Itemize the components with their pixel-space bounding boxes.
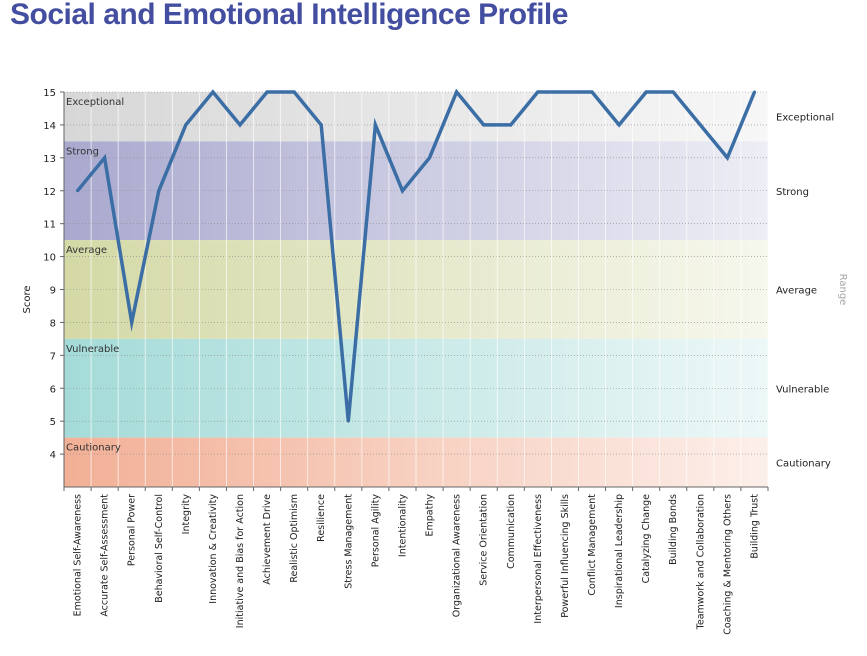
- y-tick-label: 12: [43, 187, 56, 198]
- x-tick-label: Empathy: [425, 494, 436, 537]
- y-tick-label: 10: [43, 253, 56, 264]
- y-axis-label: Score: [22, 285, 33, 313]
- data-point: [373, 123, 377, 127]
- band-labels-right: Exceptional Strong Average Vulnerable Cautio…: [776, 113, 834, 470]
- data-point: [400, 189, 404, 193]
- data-point: [130, 320, 134, 324]
- data-point: [509, 123, 513, 127]
- x-tick-label: Coaching & Mentoring Others: [722, 494, 733, 635]
- data-point: [184, 123, 188, 127]
- x-tick-label: Behavioral Self-Control: [154, 494, 165, 603]
- data-point: [536, 90, 540, 94]
- band-label-inside: Vulnerable: [66, 344, 119, 355]
- data-point: [428, 156, 432, 160]
- y-tick-label: 6: [50, 384, 56, 395]
- data-point: [319, 123, 323, 127]
- x-tick-label: Powerful Influencing Skills: [560, 494, 571, 618]
- data-point: [455, 90, 459, 94]
- data-point: [157, 189, 161, 193]
- band-label-inside: Average: [66, 245, 107, 256]
- band-label-inside: Cautionary: [66, 443, 121, 454]
- y-tick-label: 7: [50, 351, 56, 362]
- data-point: [238, 123, 242, 127]
- series-line: [76, 88, 757, 422]
- data-point: [265, 90, 269, 94]
- x-tick-label: Organizational Awareness: [452, 494, 463, 617]
- band-label-inside: Strong: [66, 146, 99, 157]
- band-label-right: Cautionary: [776, 458, 831, 469]
- x-tick-label: Achievement Drive: [262, 494, 273, 585]
- data-point: [590, 90, 594, 94]
- x-tick-label: Integrity: [181, 494, 192, 535]
- x-tick-label: Inspirational Leadership: [614, 494, 625, 608]
- y-tick-label: 4: [50, 450, 56, 461]
- x-tick-label: Communication: [506, 494, 517, 569]
- x-tick-label: Accurate Self-Assessment: [100, 494, 111, 617]
- x-tick-label: Building Trust: [749, 494, 760, 559]
- band-label-right: Average: [776, 286, 817, 297]
- band-label-inside: Exceptional: [66, 97, 124, 108]
- data-point: [725, 156, 729, 160]
- data-point: [671, 90, 675, 94]
- data-point: [76, 189, 80, 193]
- x-tick-label: Stress Management: [343, 494, 354, 589]
- x-tick-label: Resilience: [316, 494, 327, 542]
- data-point: [644, 90, 648, 94]
- data-point: [617, 123, 621, 127]
- data-point: [752, 90, 756, 94]
- y-tick-label: 14: [43, 121, 56, 132]
- data-point: [103, 156, 107, 160]
- range-axis-label: Range: [837, 274, 848, 306]
- x-tick-label: Initiative and Bias for Action: [235, 494, 246, 628]
- x-tick-label: Personal Agility: [370, 494, 381, 568]
- data-point: [211, 90, 215, 94]
- data-point: [346, 419, 350, 423]
- x-tick-label: Interpersonal Effectiveness: [533, 494, 544, 624]
- band-label-right: Vulnerable: [776, 384, 829, 395]
- x-tick-label: Catalyzing Change: [641, 494, 652, 583]
- x-tick-label: Building Bonds: [668, 494, 679, 565]
- y-tick-label: 11: [43, 220, 56, 231]
- series-line-group: [76, 88, 757, 423]
- y-tick-label: 8: [50, 318, 56, 329]
- x-tick-label: Personal Power: [127, 494, 138, 566]
- y-tick-label: 13: [43, 154, 56, 165]
- x-tick-label: Intentionality: [397, 494, 408, 557]
- x-tick-label: Realistic Optimism: [289, 494, 300, 583]
- y-tick-label: 15: [43, 88, 56, 99]
- data-point: [292, 90, 296, 94]
- grid-lines: [63, 91, 769, 487]
- band-labels-inside: Exceptional Strong Average Vulnerable Cautio…: [66, 97, 124, 454]
- data-point: [563, 90, 567, 94]
- x-tick-label: Teamwork and Collaboration: [695, 494, 706, 630]
- y-tick-label: 9: [50, 286, 56, 297]
- y-tick-label: 5: [50, 417, 56, 428]
- data-point: [698, 123, 702, 127]
- page-title: Social and Emotional Intelligence Profil…: [10, 0, 568, 31]
- x-tick-label: Emotional Self-Awareness: [73, 494, 84, 616]
- x-axis: Emotional Self-Awareness Accurate Self-As…: [63, 486, 769, 635]
- band-label-right: Exceptional: [776, 113, 834, 124]
- x-tick-label: Innovation & Creativity: [208, 494, 219, 604]
- y-axis: 4 5 6 7 8 9 10 11 12 13 14 15: [43, 88, 65, 487]
- x-tick-label: Conflict Management: [587, 494, 598, 596]
- data-point: [482, 123, 486, 127]
- x-tick-label: Service Orientation: [479, 494, 490, 586]
- band-label-right: Strong: [776, 187, 809, 198]
